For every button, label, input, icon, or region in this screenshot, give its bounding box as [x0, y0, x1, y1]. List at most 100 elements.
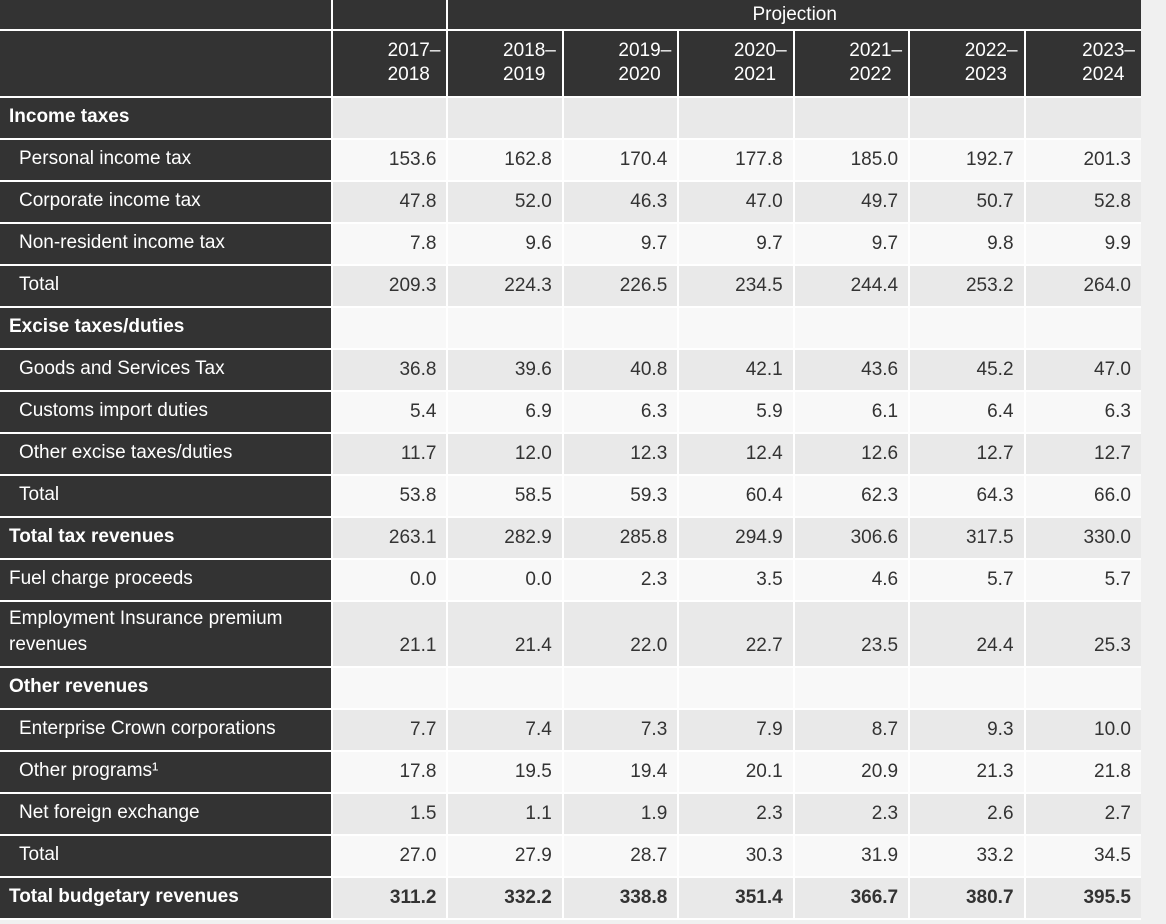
table-row: Non-resident income tax 7.8 9.6 9.7 9.7 9.7 9.… — [0, 224, 1141, 266]
value-cell: 24.4 — [910, 602, 1026, 668]
value-cell: 8.7 — [794, 710, 911, 752]
projection-spacer-cell — [333, 0, 449, 31]
value-cell: 28.7 — [563, 836, 680, 878]
year-header-label: 2019– 2020 — [618, 39, 672, 85]
value-cell: 12.0 — [448, 434, 564, 476]
value-cell: 47.0 — [679, 182, 795, 224]
value-cell: 244.4 — [794, 266, 911, 308]
value-cell: 2.3 — [679, 794, 795, 836]
corner-cell — [0, 0, 333, 31]
value-cell: 0.0 — [333, 560, 449, 602]
years-header-row: 2017– 2018 2018– 2019 2019– 2020 2020– 2021… — [0, 31, 1141, 98]
value-cell: 3.5 — [679, 560, 795, 602]
value-cell: 50.7 — [910, 182, 1026, 224]
row-label-cell: Total — [0, 266, 333, 308]
value-cell: 20.9 — [794, 752, 911, 794]
value-cell: 4.6 — [794, 560, 911, 602]
value-cell: 311.2 — [333, 878, 449, 920]
value-cell: 7.4 — [448, 710, 564, 752]
value-cell: 9.6 — [448, 224, 564, 266]
value-cell — [448, 668, 564, 710]
value-cell: 226.5 — [563, 266, 680, 308]
year-header-label: 2018– 2019 — [503, 39, 556, 85]
value-cell: 64.3 — [910, 476, 1026, 518]
value-cell — [679, 668, 795, 710]
value-cell: 27.0 — [333, 836, 449, 878]
value-cell: 6.4 — [910, 392, 1026, 434]
value-cell: 253.2 — [910, 266, 1026, 308]
table-row: Fuel charge proceeds 0.0 0.0 2.3 3.5 4.6 5.7 5.… — [0, 560, 1141, 602]
value-cell: 7.3 — [563, 710, 680, 752]
value-cell: 6.9 — [448, 392, 564, 434]
value-cell: 5.9 — [679, 392, 795, 434]
value-cell: 9.7 — [679, 224, 795, 266]
value-cell: 47.0 — [1025, 350, 1141, 392]
value-cell: 2.3 — [794, 794, 911, 836]
year-header-label: 2021– 2022 — [849, 39, 903, 85]
value-cell: 20.1 — [679, 752, 795, 794]
value-cell: 162.8 — [448, 140, 564, 182]
row-label-cell: Total — [0, 836, 333, 878]
value-cell: 42.1 — [679, 350, 795, 392]
table-row: Total budgetary revenues 311.2 332.2 338.8 3… — [0, 878, 1141, 920]
value-cell: 21.4 — [448, 602, 564, 668]
table-row: Total tax revenues 263.1 282.9 285.8 294.9 30… — [0, 518, 1141, 560]
value-cell: 10.0 — [1025, 710, 1141, 752]
value-cell: 52.8 — [1025, 182, 1141, 224]
table-row: Excise taxes/duties — [0, 308, 1141, 350]
year-header: 2023– 2024 — [1025, 31, 1141, 98]
value-cell: 60.4 — [679, 476, 795, 518]
year-header: 2022– 2023 — [910, 31, 1026, 98]
revenue-table: Projection 2017– 2018 2018– 2019 2019– 202… — [0, 0, 1141, 920]
table-row: Personal income tax 153.6 162.8 170.4 177.8 1… — [0, 140, 1141, 182]
value-cell: 1.9 — [563, 794, 680, 836]
row-label-cell: Income taxes — [0, 98, 333, 140]
value-cell: 294.9 — [679, 518, 795, 560]
value-cell: 201.3 — [1025, 140, 1141, 182]
value-cell: 7.9 — [679, 710, 795, 752]
value-cell — [563, 308, 680, 350]
value-cell: 5.7 — [910, 560, 1026, 602]
value-cell: 9.7 — [794, 224, 911, 266]
value-cell — [910, 308, 1026, 350]
projection-header: Projection — [448, 0, 1141, 31]
value-cell — [794, 308, 911, 350]
value-cell: 66.0 — [1025, 476, 1141, 518]
year-header-label: 2020– 2021 — [733, 39, 787, 85]
value-cell: 192.7 — [910, 140, 1026, 182]
value-cell: 234.5 — [679, 266, 795, 308]
projection-row: Projection — [0, 0, 1141, 31]
table-row: Employment Insurance premium revenues 21.… — [0, 602, 1141, 668]
value-cell: 1.1 — [448, 794, 564, 836]
table-row: Corporate income tax 47.8 52.0 46.3 47.0 49.7… — [0, 182, 1141, 224]
row-label-header-cell — [0, 31, 333, 98]
value-cell: 338.8 — [563, 878, 680, 920]
value-cell: 39.6 — [448, 350, 564, 392]
value-cell: 380.7 — [910, 878, 1026, 920]
value-cell: 12.6 — [794, 434, 911, 476]
year-header-label: 2023– 2024 — [1082, 39, 1135, 85]
row-label-cell: Other programs¹ — [0, 752, 333, 794]
value-cell: 12.4 — [679, 434, 795, 476]
value-cell: 317.5 — [910, 518, 1026, 560]
value-cell: 58.5 — [448, 476, 564, 518]
value-cell: 36.8 — [333, 350, 449, 392]
table-row: Other revenues — [0, 668, 1141, 710]
value-cell — [679, 98, 795, 140]
value-cell — [563, 668, 680, 710]
value-cell: 5.4 — [333, 392, 449, 434]
row-label-cell: Total tax revenues — [0, 518, 333, 560]
value-cell: 21.8 — [1025, 752, 1141, 794]
year-header: 2020– 2021 — [679, 31, 795, 98]
value-cell: 12.7 — [910, 434, 1026, 476]
value-cell — [563, 98, 680, 140]
year-header: 2018– 2019 — [448, 31, 564, 98]
value-cell: 34.5 — [1025, 836, 1141, 878]
value-cell: 53.8 — [333, 476, 449, 518]
value-cell: 40.8 — [563, 350, 680, 392]
table-row: Customs import duties 5.4 6.9 6.3 5.9 6.1 6.4 6… — [0, 392, 1141, 434]
value-cell — [910, 668, 1026, 710]
value-cell: 22.0 — [563, 602, 680, 668]
row-label-cell: Enterprise Crown corporations — [0, 710, 333, 752]
value-cell: 12.7 — [1025, 434, 1141, 476]
